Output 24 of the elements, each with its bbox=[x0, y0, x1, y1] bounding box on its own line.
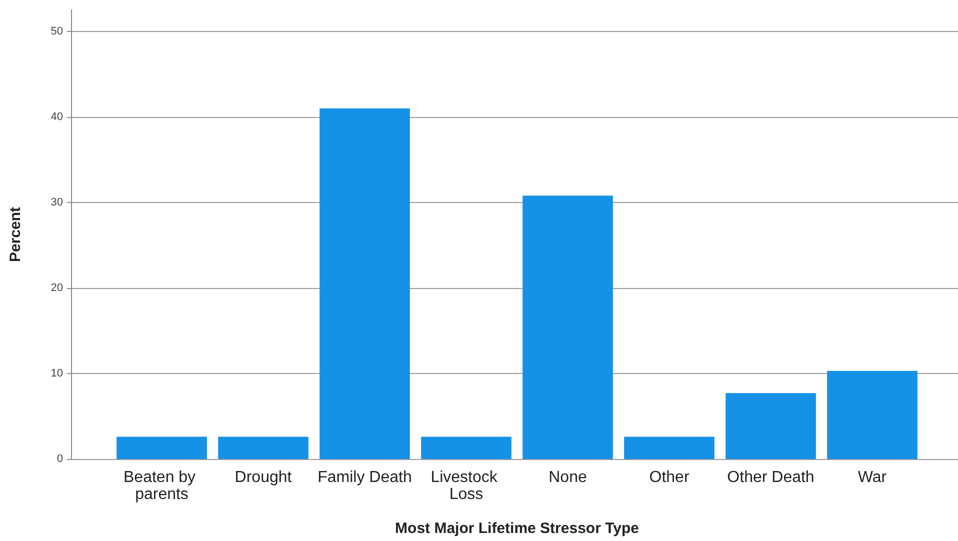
bar bbox=[116, 436, 207, 459]
bar bbox=[421, 436, 512, 459]
x-tick-label: War bbox=[858, 469, 888, 486]
bar bbox=[522, 196, 613, 459]
bar bbox=[624, 436, 714, 459]
y-tick-label: 30 bbox=[50, 196, 63, 208]
bar bbox=[218, 436, 308, 459]
x-axis-title: Most Major Lifetime Stressor Type bbox=[395, 520, 639, 537]
y-tick-label: 20 bbox=[50, 282, 63, 294]
bar bbox=[827, 370, 918, 459]
y-tick-label: 0 bbox=[56, 453, 63, 465]
y-axis-title: Percent bbox=[7, 206, 24, 262]
x-tick-label: Other Death bbox=[727, 469, 814, 486]
x-tick-label: Livestock Loss bbox=[430, 469, 502, 503]
y-tick-label: 50 bbox=[50, 25, 63, 38]
bar bbox=[726, 393, 816, 459]
x-tick-label: Beaten by parents bbox=[124, 469, 200, 503]
x-tick-label: Family Death bbox=[318, 469, 412, 486]
x-tick-label: None bbox=[548, 469, 587, 486]
bar bbox=[320, 108, 410, 459]
x-tick-label: Drought bbox=[234, 469, 292, 486]
y-tick-label: 10 bbox=[50, 367, 63, 380]
x-tick-label: Other bbox=[649, 469, 690, 486]
y-tick-label: 40 bbox=[50, 110, 63, 123]
